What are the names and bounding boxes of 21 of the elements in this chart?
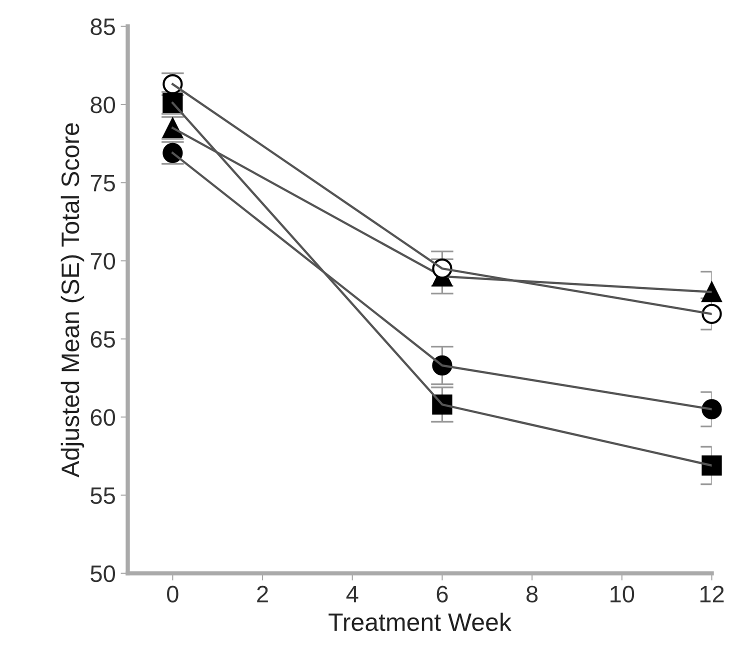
y-tick-label: 60 xyxy=(90,409,116,426)
x-tick-label: 2 xyxy=(257,586,268,602)
y-tick-label: 70 xyxy=(90,252,116,270)
x-tick-label: 0 xyxy=(167,586,178,602)
x-tick-label: 4 xyxy=(346,586,358,602)
point xyxy=(702,282,722,302)
point xyxy=(702,304,722,324)
x-axis-title: Treatment Week xyxy=(328,612,512,632)
y-axis-title: Adjusted Mean (SE) Total Score xyxy=(60,123,84,478)
x-tick-label: 10 xyxy=(610,586,634,602)
x-tick-label: 6 xyxy=(436,586,448,602)
y-tick-label: 80 xyxy=(90,96,116,114)
y-tick-label: 55 xyxy=(90,488,115,504)
y-tick-label: 75 xyxy=(90,174,115,192)
x-tick-label: 8 xyxy=(526,586,538,602)
x-tick-label: 12 xyxy=(700,586,724,602)
point xyxy=(702,455,722,476)
y-tick-label: 65 xyxy=(90,330,115,348)
y-tick-label: 85 xyxy=(90,18,115,36)
y-tick-label: 50 xyxy=(90,565,116,582)
point xyxy=(702,399,722,420)
